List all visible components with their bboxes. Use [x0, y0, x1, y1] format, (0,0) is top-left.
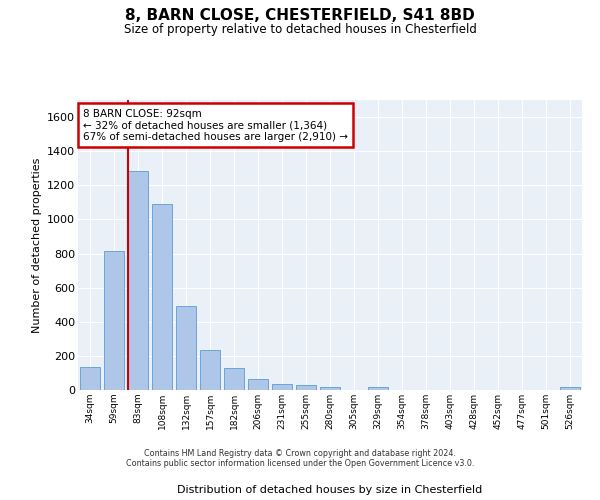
Bar [152, 204, 172, 390]
Text: 8 BARN CLOSE: 92sqm
← 32% of detached houses are smaller (1,364)
67% of semi-det: 8 BARN CLOSE: 92sqm ← 32% of detached ho… [83, 108, 348, 142]
Text: Distribution of detached houses by size in Chesterfield: Distribution of detached houses by size … [178, 485, 482, 495]
Bar [176, 306, 196, 390]
Bar [104, 251, 124, 390]
Y-axis label: Number of detached properties: Number of detached properties [32, 158, 41, 332]
Bar [128, 171, 148, 390]
Text: Contains public sector information licensed under the Open Government Licence v3: Contains public sector information licen… [126, 458, 474, 468]
Bar [200, 350, 220, 390]
Bar [248, 379, 268, 390]
Bar [368, 388, 388, 390]
Text: Contains HM Land Registry data © Crown copyright and database right 2024.: Contains HM Land Registry data © Crown c… [144, 448, 456, 458]
Bar [320, 388, 340, 390]
Text: Size of property relative to detached houses in Chesterfield: Size of property relative to detached ho… [124, 22, 476, 36]
Bar [224, 368, 244, 390]
Bar [560, 388, 580, 390]
Bar [296, 386, 316, 390]
Bar [272, 384, 292, 390]
Bar [80, 367, 100, 390]
Text: 8, BARN CLOSE, CHESTERFIELD, S41 8BD: 8, BARN CLOSE, CHESTERFIELD, S41 8BD [125, 8, 475, 22]
